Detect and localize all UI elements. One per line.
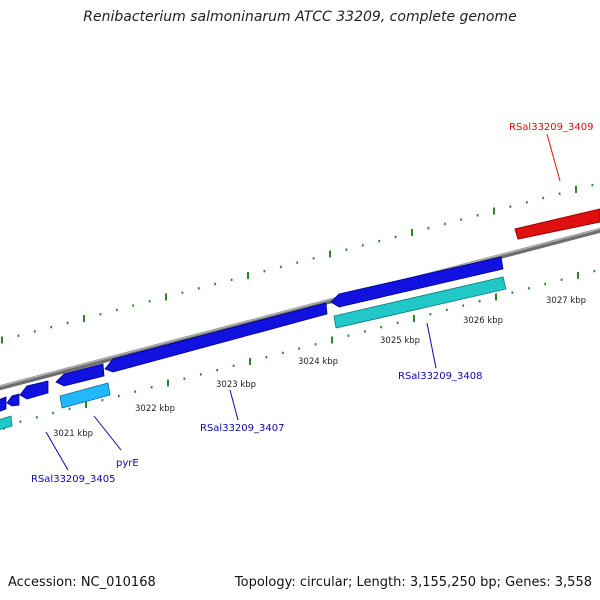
cds-feature[interactable] <box>55 363 105 387</box>
scale-labels: 3021 kbp 3022 kbp 3023 kbp 3024 kbp 3025… <box>53 296 586 439</box>
cds-cyan-track <box>0 276 507 430</box>
cds-feature[interactable] <box>0 396 7 412</box>
cds-feature[interactable] <box>6 393 20 407</box>
gene-label-rsal33209-3409[interactable]: RSal33209_3409 <box>509 122 593 133</box>
scale-label: 3022 kbp <box>135 404 175 414</box>
gene-label-pyre[interactable]: pyrE <box>116 458 139 469</box>
accession-text: Accession: NC_010168 <box>8 575 156 590</box>
scale-label: 3025 kbp <box>380 336 420 346</box>
label-leaders <box>45 133 561 471</box>
gene-label-rsal33209-3408[interactable]: RSal33209_3408 <box>398 371 482 382</box>
gene-labels: RSal33209_3409 RSal33209_3408 RSal33209_… <box>31 122 593 485</box>
gene-rsal33209-3409-feature[interactable] <box>514 208 600 240</box>
upper-tick-track <box>1 183 594 344</box>
cds-forward-track <box>0 256 504 412</box>
cds-feature[interactable] <box>104 302 328 373</box>
gene-label-rsal33209-3405[interactable]: RSal33209_3405 <box>31 474 115 485</box>
cds-feature[interactable] <box>19 380 49 400</box>
lower-tick-track <box>3 269 596 430</box>
scale-label: 3027 kbp <box>546 296 586 306</box>
cds-feature[interactable] <box>59 382 111 409</box>
map-title: Renibacterium salmoninarum ATCC 33209, c… <box>83 9 517 25</box>
scale-label: 3024 kbp <box>298 357 338 367</box>
scale-label: 3021 kbp <box>53 429 93 439</box>
cds-feature[interactable] <box>0 415 13 430</box>
gene-label-rsal33209-3407[interactable]: RSal33209_3407 <box>200 423 284 434</box>
genome-backbone <box>0 227 600 391</box>
scale-label: 3023 kbp <box>216 380 256 390</box>
cds-feature[interactable] <box>333 276 507 329</box>
scale-label: 3026 kbp <box>463 316 503 326</box>
topology-summary: Topology: circular; Length: 3,155,250 bp… <box>234 575 592 590</box>
cds-feature[interactable] <box>330 256 504 308</box>
